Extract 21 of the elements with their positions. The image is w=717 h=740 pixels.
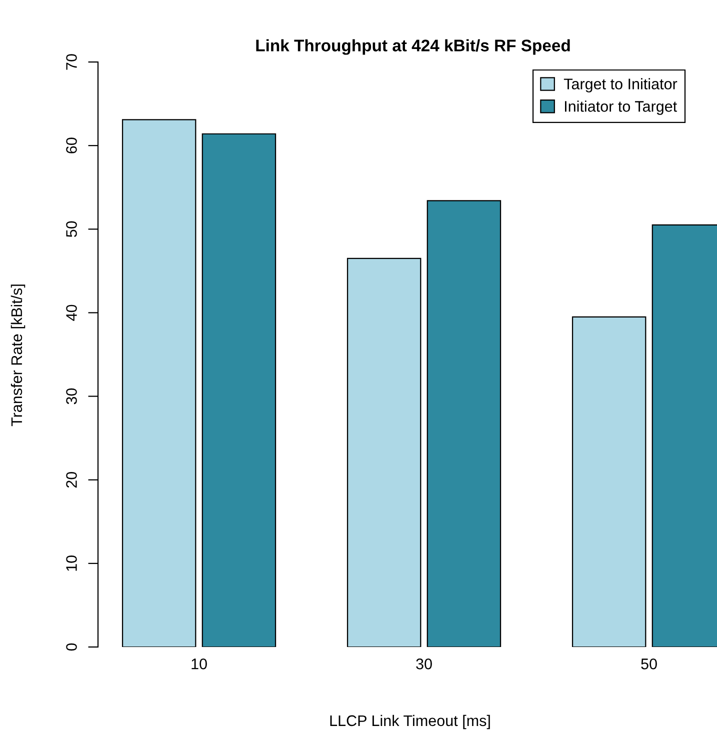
y-tick-label: 20 [66,472,77,488]
legend-label: Target to Initiator [564,78,678,92]
chart-title: Link Throughput at 424 kBit/s RF Speed [256,39,570,55]
y-tick-label: 40 [66,304,77,321]
y-tick-label: 70 [66,54,77,70]
y-tick-label: 0 [66,643,77,651]
bar [572,316,646,647]
x-tick-label: 10 [192,658,207,670]
y-axis-title: Transfer Rate [kBit/s] [10,284,26,426]
bar [426,200,502,647]
bar [202,133,276,647]
y-tick-label: 60 [66,138,77,154]
x-tick-label: 30 [416,658,432,670]
bar [346,258,422,647]
legend-label: Initiator to Target [564,100,677,115]
bar [122,119,196,647]
y-tick-label: 10 [66,556,77,571]
y-tick-label: 50 [66,221,77,238]
y-tick-label: 30 [66,388,77,404]
x-tick-label: 50 [641,658,657,670]
x-axis-title: LLCP Link Timeout [ms] [330,714,490,730]
